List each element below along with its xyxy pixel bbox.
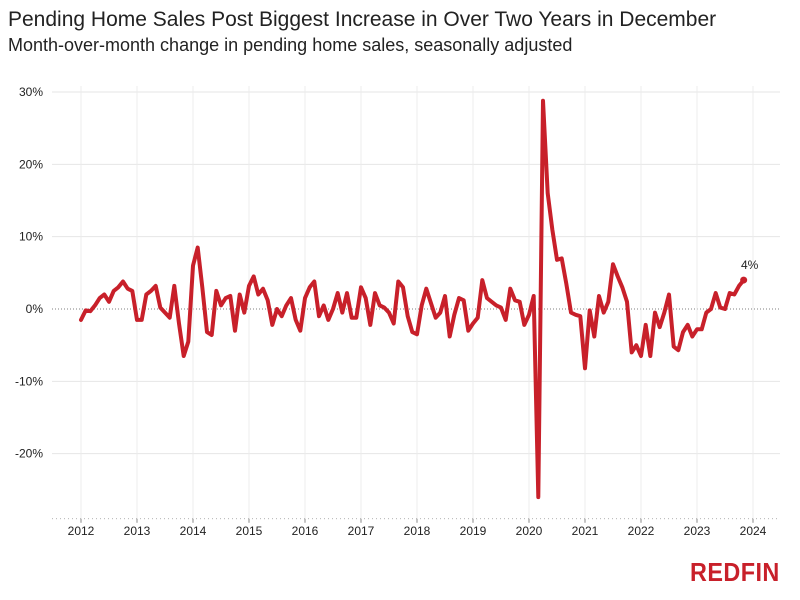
- y-tick-label: 20%: [19, 157, 43, 171]
- series-group: [79, 98, 748, 500]
- x-tick-label: 2017: [348, 524, 375, 538]
- chart-subtitle: Month-over-month change in pending home …: [8, 35, 573, 55]
- series-line: [79, 98, 746, 500]
- y-tick-label: 10%: [19, 230, 43, 244]
- x-tick-label: 2022: [628, 524, 655, 538]
- chart-title: Pending Home Sales Post Biggest Increase…: [8, 8, 717, 31]
- y-tick-label: 30%: [19, 85, 43, 99]
- redfin-logo: REDFIN: [690, 557, 780, 587]
- x-tick-label: 2018: [404, 524, 431, 538]
- x-tick-label: 2023: [684, 524, 711, 538]
- y-tick-label: -10%: [15, 374, 43, 388]
- y-axis: 30% 20% 10% 0% -10% -20%: [15, 85, 43, 461]
- data-labels: 4%: [741, 258, 759, 272]
- y-tick-label: -20%: [15, 447, 43, 461]
- x-tick-label: 2013: [124, 524, 151, 538]
- x-tick-label: 2021: [572, 524, 599, 538]
- x-axis: 2012 2013 2014 2015 2016 2017 2018 2019 2020 2021…: [52, 518, 780, 538]
- x-tick-label: 2015: [236, 524, 263, 538]
- x-tick-label: 2014: [180, 524, 207, 538]
- x-tick-label: 2016: [292, 524, 319, 538]
- y-tick-label: 0%: [26, 302, 44, 316]
- x-tick-label: 2024: [740, 524, 767, 538]
- x-tick-label: 2020: [516, 524, 543, 538]
- last-value-label: 4%: [741, 258, 759, 272]
- last-point-marker: [740, 276, 748, 284]
- x-tick-label: 2019: [460, 524, 487, 538]
- x-tick-label: 2012: [68, 524, 95, 538]
